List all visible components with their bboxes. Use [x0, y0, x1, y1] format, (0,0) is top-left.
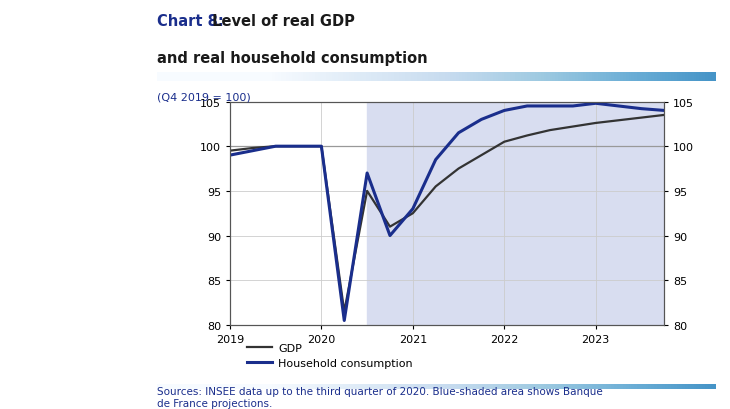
Legend: GDP, Household consumption: GDP, Household consumption: [243, 339, 418, 372]
Text: Sources: INSEE data up to the third quarter of 2020. Blue-shaded area shows Banq: Sources: INSEE data up to the third quar…: [157, 387, 603, 408]
Bar: [367, 102, 664, 325]
Text: Chart 8:: Chart 8:: [157, 14, 223, 29]
Text: (Q4 2019 = 100): (Q4 2019 = 100): [157, 92, 250, 102]
Text: Level of real GDP: Level of real GDP: [207, 14, 355, 29]
Text: and real household consumption: and real household consumption: [157, 51, 428, 66]
